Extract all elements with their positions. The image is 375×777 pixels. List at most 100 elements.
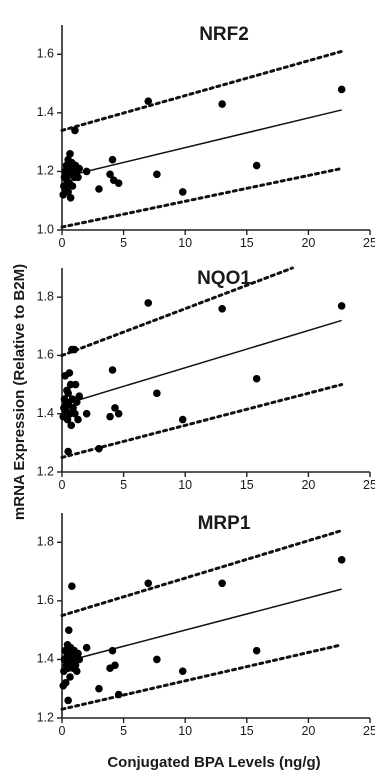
data-point — [64, 389, 72, 398]
x-tick-label: 5 — [120, 478, 127, 492]
data-point — [74, 649, 82, 658]
x-tick-label: 20 — [301, 478, 315, 492]
data-point — [178, 667, 187, 675]
data-point — [71, 661, 80, 670]
data-point — [66, 193, 75, 202]
chart-panel-nqo1: NQO1 1.2 1.4 1.6 1.8 0 5 10 15 20 25 — [37, 266, 375, 492]
data-point — [75, 655, 84, 664]
data-point — [66, 673, 74, 681]
chart-panels: NRF2 1.0 1.2 1.4 1.6 0 5 10 15 20 25 NQO1 1.2 1.4 1.6 1… — [37, 24, 375, 738]
ci-lower-line — [60, 383, 344, 459]
data-point — [111, 404, 119, 412]
data-point — [218, 305, 226, 313]
y-tick-label: 1.2 — [37, 464, 54, 478]
y-tick-label: 1.6 — [37, 47, 54, 61]
data-point — [74, 173, 82, 182]
data-point — [82, 167, 91, 176]
data-point — [95, 185, 103, 193]
data-point — [64, 696, 72, 705]
data-point — [337, 302, 346, 310]
panel-title: NQO1 — [197, 268, 251, 289]
data-point — [71, 409, 79, 418]
data-point — [95, 444, 103, 453]
data-point — [95, 684, 103, 693]
x-tick-label: 5 — [120, 724, 127, 738]
data-point — [64, 447, 72, 456]
data-point — [153, 170, 161, 179]
x-tick-label: 15 — [240, 236, 254, 250]
y-tick-label: 1.2 — [37, 710, 54, 724]
data-point — [144, 97, 153, 105]
x-tick-label: 10 — [178, 236, 192, 250]
x-tick-label: 0 — [59, 724, 66, 738]
y-tick-label: 1.4 — [37, 105, 54, 119]
data-point — [144, 299, 153, 307]
y-tick-label: 1.8 — [37, 289, 54, 303]
x-tick-label: 0 — [59, 478, 66, 492]
x-axis-title: Conjugated BPA Levels (ng/g) — [107, 754, 320, 771]
y-tick-label: 1.4 — [37, 652, 54, 666]
data-point — [68, 182, 77, 190]
x-tick-label: 25 — [363, 478, 375, 492]
y-tick-label: 1.2 — [37, 164, 54, 178]
regression-line — [61, 319, 342, 406]
x-tick-label: 20 — [301, 724, 315, 738]
data-point — [114, 690, 123, 699]
data-point — [108, 366, 117, 374]
data-point — [70, 345, 79, 354]
data-point — [178, 188, 187, 196]
data-point — [337, 556, 346, 564]
data-point — [64, 626, 73, 634]
x-tick-label: 25 — [363, 236, 375, 250]
data-point — [64, 188, 72, 196]
ci-upper-line — [60, 529, 344, 617]
data-point — [106, 170, 114, 179]
x-tick-label: 0 — [59, 236, 66, 250]
data-point — [61, 679, 70, 687]
data-point — [72, 398, 81, 406]
ci-lower-line — [60, 643, 344, 711]
data-point — [108, 155, 117, 164]
chart-panel-mrp1: MRP1 1.2 1.4 1.6 1.8 0 5 10 15 20 25 — [37, 513, 375, 738]
data-point — [114, 179, 123, 187]
data-point — [71, 380, 80, 389]
x-tick-label: 5 — [120, 236, 127, 250]
y-tick-label: 1.8 — [37, 535, 54, 549]
data-point — [106, 412, 114, 421]
data-point — [153, 389, 161, 398]
data-point — [75, 392, 84, 401]
data-point — [74, 415, 82, 424]
y-axis-title: mRNA Expression (Relative to B2M) — [11, 264, 28, 520]
y-tick-label: 1.6 — [37, 593, 54, 607]
data-point — [108, 646, 117, 655]
y-tick-label: 1.0 — [37, 222, 54, 236]
chart-panel-nrf2: NRF2 1.0 1.2 1.4 1.6 0 5 10 15 20 25 — [37, 24, 375, 250]
data-point — [114, 409, 123, 418]
data-point — [153, 655, 161, 664]
data-point — [111, 661, 119, 670]
data-point — [65, 369, 74, 377]
data-point — [82, 409, 91, 418]
data-point — [68, 582, 76, 591]
data-point — [144, 579, 153, 588]
y-tick-label: 1.4 — [37, 406, 54, 420]
ci-lower-line — [60, 167, 344, 229]
x-tick-label: 15 — [240, 724, 254, 738]
ci-upper-line — [60, 49, 344, 132]
x-tick-label: 10 — [178, 724, 192, 738]
data-point — [67, 421, 76, 430]
panel-title: MRP1 — [198, 513, 251, 534]
data-point — [63, 415, 72, 424]
x-tick-label: 15 — [240, 478, 254, 492]
data-point — [252, 161, 261, 170]
data-point — [72, 667, 81, 675]
data-point — [82, 643, 91, 652]
x-tick-label: 20 — [301, 236, 315, 250]
data-point — [75, 164, 84, 173]
data-point — [252, 374, 261, 383]
data-point — [218, 100, 226, 108]
data-point — [218, 579, 226, 588]
regression-line — [61, 588, 342, 664]
data-point — [337, 85, 346, 94]
ci-upper-line — [60, 266, 294, 357]
